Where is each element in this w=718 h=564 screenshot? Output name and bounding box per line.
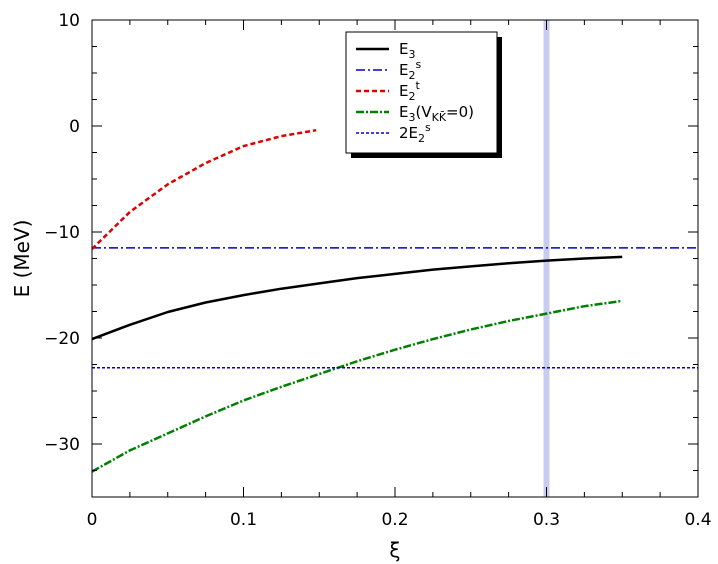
series-layer <box>91 128 698 473</box>
y-tick-label: 0 <box>69 117 80 137</box>
y-tick-label: 10 <box>58 11 80 31</box>
y-tick-label: −30 <box>44 435 80 455</box>
x-tick-label: 0.2 <box>381 510 408 530</box>
series-line-E3V0 <box>91 299 623 473</box>
tick-label-layer: 0 0.1 0.2 0.3 0.4 10 0 −10 −20 −30 <box>44 11 711 530</box>
legend-label-E3V0: E3(VKK̄=0) <box>399 103 474 124</box>
y-tick-label: −10 <box>44 223 80 243</box>
x-tick-label: 0 <box>87 510 98 530</box>
band-layer <box>543 20 550 497</box>
x-tick-label: 0.4 <box>684 510 711 530</box>
y-axis-title: E (MeV) <box>10 220 34 298</box>
legend-label-2E2s: 2E2s <box>399 121 431 145</box>
series-line-E3 <box>91 255 623 341</box>
vertical-band <box>543 20 550 497</box>
legend-label-E2s: E2s <box>399 58 421 82</box>
x-axis-title: ξ <box>389 538 400 562</box>
legend-label-E2t: E2t <box>399 79 420 103</box>
x-tick-label: 0.1 <box>230 510 257 530</box>
legend-label-E3: E3 <box>399 40 415 61</box>
x-tick-label: 0.3 <box>533 510 560 530</box>
y-tick-label: −20 <box>44 329 80 349</box>
tick-layer <box>91 19 699 498</box>
